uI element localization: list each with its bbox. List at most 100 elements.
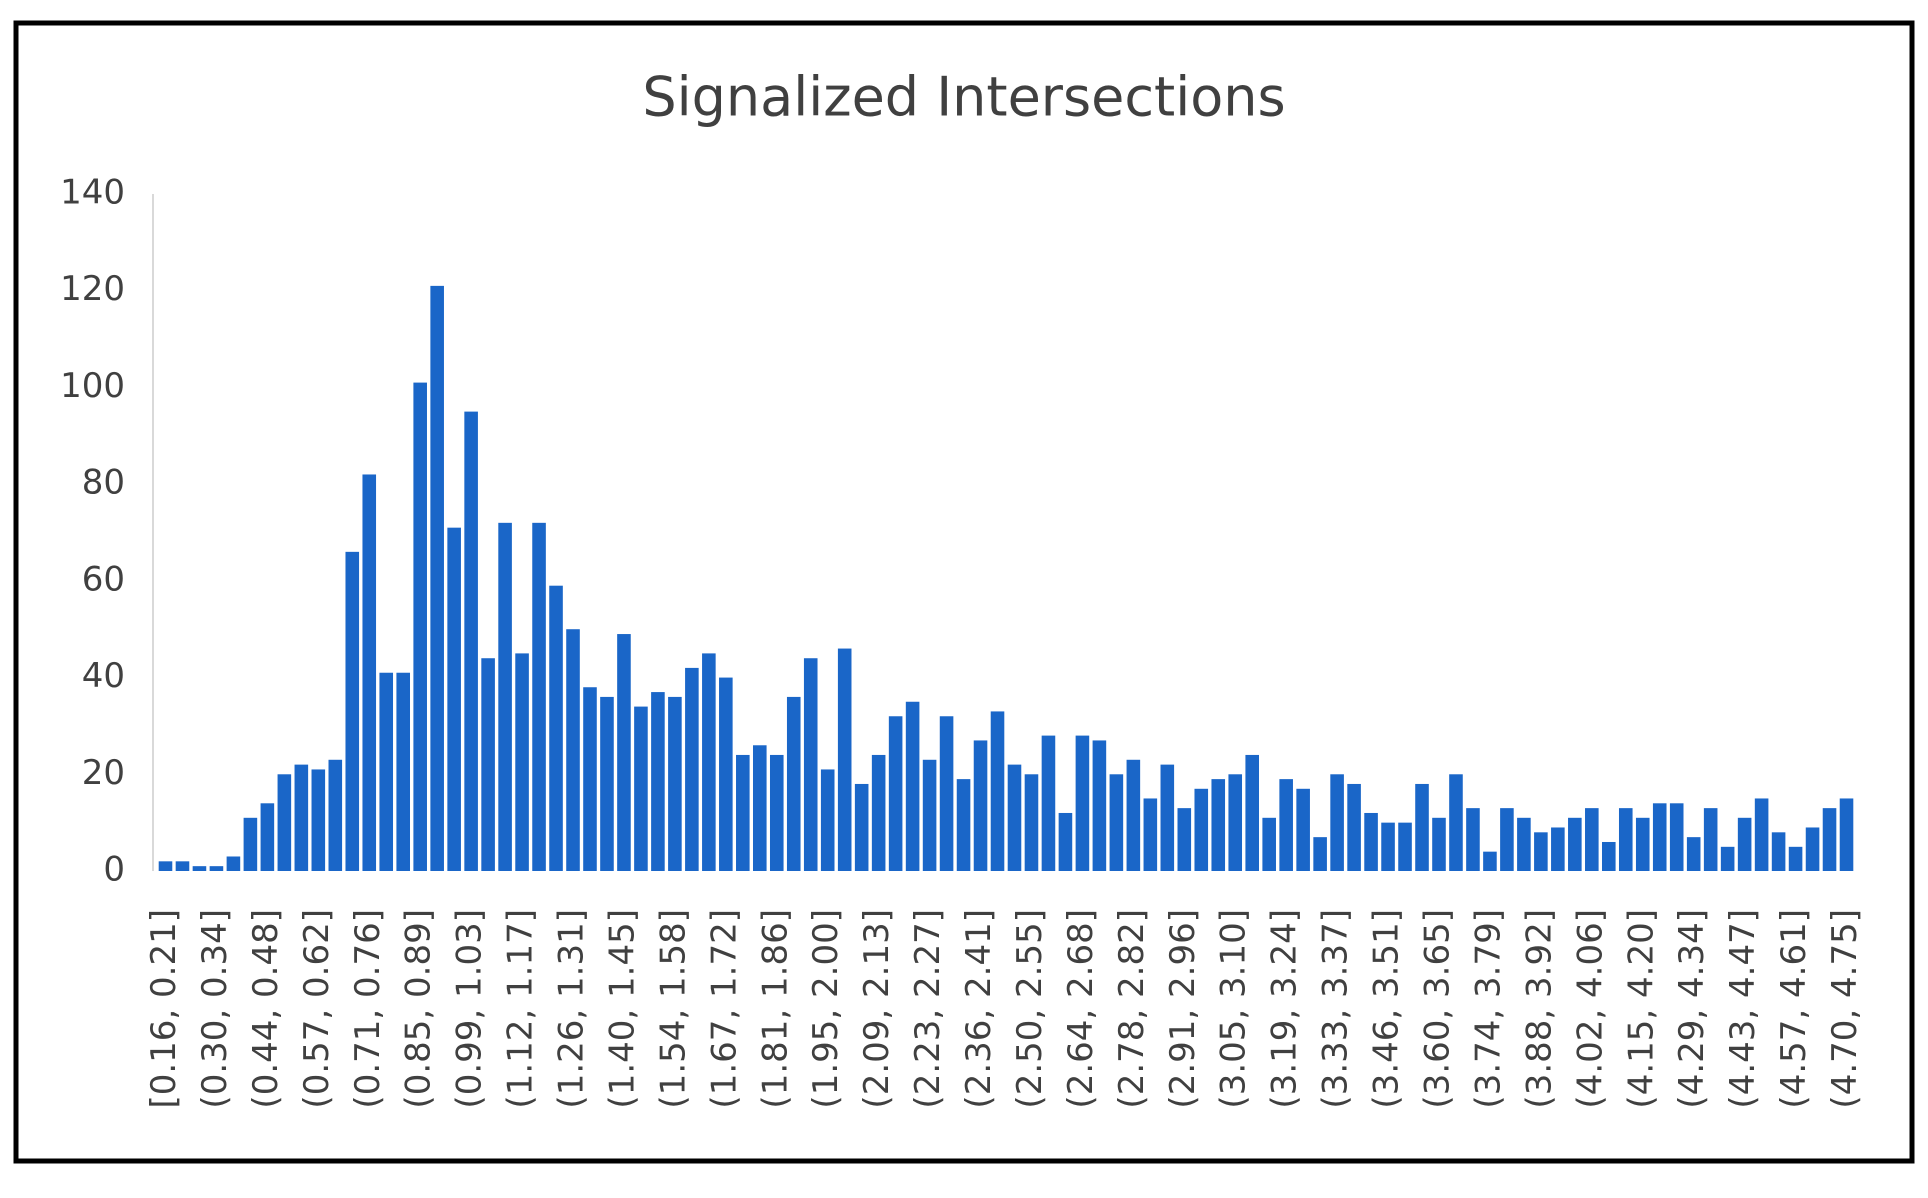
bar (1839, 798, 1854, 871)
bar (1449, 774, 1463, 871)
x-tick-label: (1.95, 2.00] (806, 909, 846, 1109)
x-tick-label: [0.16, 0.21] (144, 909, 184, 1109)
bar (820, 769, 835, 871)
bar (1024, 774, 1039, 871)
bar (1805, 827, 1820, 871)
bar (1313, 837, 1327, 871)
bar (1296, 788, 1310, 871)
bar (1466, 808, 1480, 871)
y-tick-label: 80 (82, 463, 125, 503)
bar (871, 754, 886, 871)
bar (1788, 846, 1803, 871)
bar (837, 648, 852, 871)
bar (854, 783, 869, 871)
x-tick-label: (1.54, 1.58] (653, 909, 693, 1109)
bar (1483, 851, 1497, 871)
y-tick-label: 0 (103, 850, 125, 890)
bar (1279, 779, 1293, 871)
bar (1228, 774, 1243, 871)
bar (345, 551, 360, 871)
y-tick-label: 20 (82, 753, 125, 793)
x-tick-label: (1.67, 1.72] (704, 909, 744, 1109)
x-tick-label: (4.70, 4.75] (1825, 909, 1865, 1109)
bar (447, 527, 461, 871)
bar (786, 696, 801, 871)
bar (1432, 817, 1446, 871)
bar (600, 696, 614, 871)
bar (1568, 817, 1582, 871)
bar (209, 866, 224, 871)
bar (990, 711, 1005, 871)
bar (1041, 735, 1056, 871)
bar (311, 769, 326, 871)
bar (1245, 754, 1260, 871)
chart-border (13, 20, 1915, 1164)
y-tick-label: 60 (82, 559, 125, 599)
x-tick-label: (4.57, 4.61] (1774, 909, 1814, 1109)
bar (685, 667, 699, 871)
y-tick-label: 120 (60, 269, 125, 309)
bar (651, 692, 665, 871)
x-tick-label: (2.78, 2.82] (1112, 909, 1152, 1109)
bar (1330, 774, 1344, 871)
bar (1517, 817, 1531, 871)
x-tick-label: (0.99, 1.03] (450, 909, 490, 1109)
bar (1585, 808, 1599, 871)
bar (702, 653, 716, 871)
x-tick-label: (1.26, 1.31] (552, 909, 592, 1109)
chart-title: Signalized Intersections (642, 66, 1285, 129)
bar (379, 672, 394, 871)
bar (1720, 846, 1735, 871)
bar (769, 754, 784, 871)
bar (1500, 808, 1514, 871)
bar (294, 764, 309, 871)
bar (1109, 774, 1124, 871)
bar (736, 754, 750, 871)
bar (260, 803, 275, 871)
bar (1160, 764, 1175, 871)
bar (498, 522, 512, 871)
bar (922, 759, 937, 871)
x-tick-label: (2.64, 2.68] (1061, 909, 1101, 1109)
bar (973, 740, 988, 871)
bar (192, 866, 207, 871)
y-tick-label: 100 (60, 366, 125, 406)
y-tick-label: 40 (82, 656, 125, 696)
x-tick-label: (2.91, 2.96] (1163, 909, 1203, 1109)
bar (1211, 779, 1226, 871)
bar (1601, 841, 1616, 871)
bar (1822, 808, 1837, 871)
bar (481, 658, 495, 871)
y-tick-label: 140 (60, 173, 125, 213)
bar (1262, 817, 1276, 871)
x-tick-label: (2.50, 2.55] (1010, 909, 1050, 1109)
x-tick-label: (2.09, 2.13] (857, 909, 897, 1109)
x-tick-label: (0.30, 0.34] (195, 909, 235, 1109)
x-tick-label: (3.88, 3.92] (1519, 909, 1559, 1109)
x-tick-label: (0.57, 0.62] (297, 909, 337, 1109)
bar (939, 716, 954, 871)
bar (515, 653, 529, 871)
x-tick-label: (1.81, 1.86] (755, 909, 795, 1109)
x-tick-label: (3.60, 3.65] (1417, 909, 1457, 1109)
bar (549, 585, 563, 871)
x-tick-label: (1.12, 1.17] (501, 909, 541, 1109)
x-tick-label: (2.23, 2.27] (908, 909, 948, 1109)
x-tick-label: (0.44, 0.48] (246, 909, 286, 1109)
bar (566, 629, 580, 871)
bar (583, 687, 597, 871)
bar (1754, 798, 1769, 871)
bar (396, 672, 411, 871)
bar (430, 285, 444, 872)
bar (243, 817, 258, 871)
bar (956, 779, 971, 871)
bar (1347, 783, 1361, 871)
x-tick-label: (3.74, 3.79] (1468, 909, 1508, 1109)
bar (362, 474, 377, 871)
bar (719, 677, 733, 871)
bar (1177, 808, 1192, 871)
x-tick-label: (3.46, 3.51] (1367, 909, 1407, 1109)
bar (634, 706, 648, 871)
bar (1551, 827, 1565, 871)
